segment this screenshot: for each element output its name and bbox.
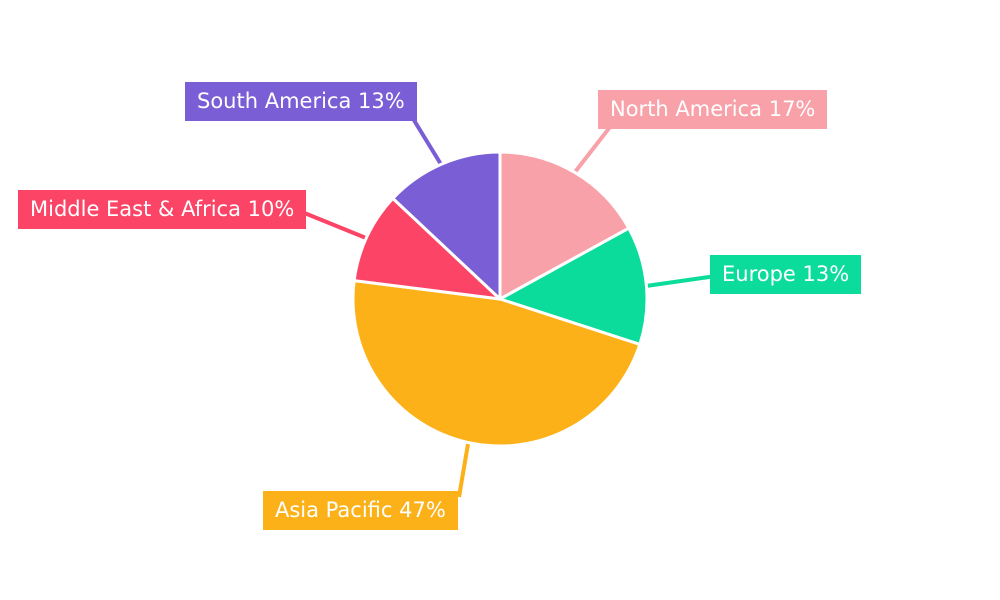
leader-line-asia-pacific xyxy=(457,443,470,498)
pie-label-asia-pacific[interactable]: Asia Pacific 47% xyxy=(263,491,458,530)
pie-label-middle-east-africa[interactable]: Middle East & Africa 10% xyxy=(18,190,307,229)
pie-slice-europe[interactable] xyxy=(498,226,649,346)
pie-label-south-america[interactable]: South America 13% xyxy=(185,82,417,121)
pie-label-europe[interactable]: Europe 13% xyxy=(710,255,862,294)
pie-slice-middle-east-africa[interactable] xyxy=(352,196,502,301)
leader-line-europe xyxy=(645,274,717,288)
pie-slice-north-america[interactable] xyxy=(498,150,631,301)
leader-line-south-america xyxy=(410,115,444,168)
leader-line-north-america xyxy=(573,125,612,174)
pie-slice-asia-pacific[interactable] xyxy=(351,279,642,448)
leader-line-middle-east-africa xyxy=(301,210,367,240)
pie-label-north-america[interactable]: North America 17% xyxy=(598,90,828,129)
pie-slice-south-america[interactable] xyxy=(391,150,502,301)
